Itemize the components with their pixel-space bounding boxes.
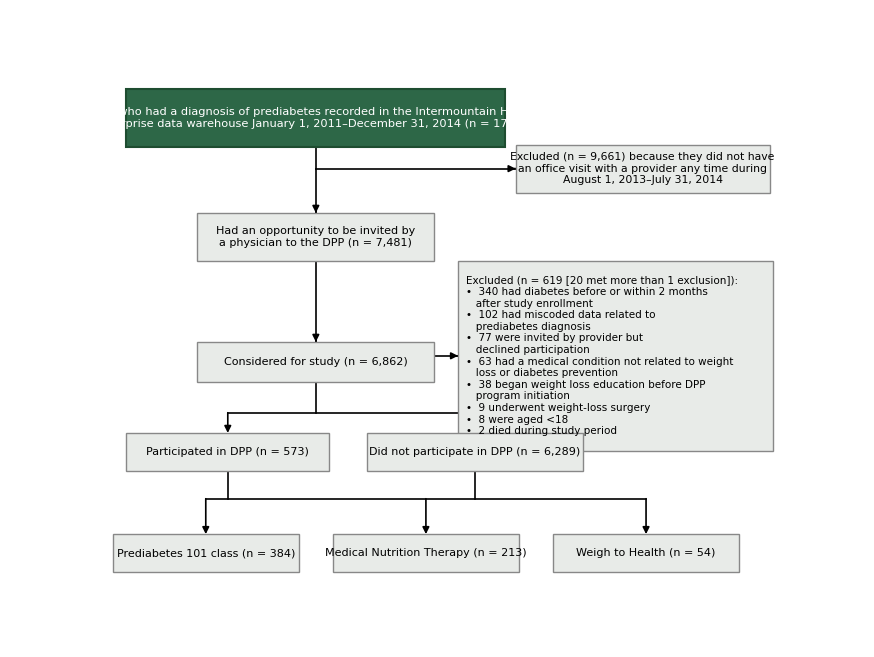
Text: Excluded (n = 9,661) because they did not have
an office visit with a provider a: Excluded (n = 9,661) because they did no… — [510, 152, 775, 185]
Text: Weigh to Health (n = 54): Weigh to Health (n = 54) — [576, 548, 716, 558]
Text: Prediabetes 101 class (n = 384): Prediabetes 101 class (n = 384) — [116, 548, 295, 558]
Text: Participated in DPP (n = 573): Participated in DPP (n = 573) — [146, 447, 309, 457]
FancyBboxPatch shape — [198, 342, 434, 382]
Text: Had an opportunity to be invited by
a physician to the DPP (n = 7,481): Had an opportunity to be invited by a ph… — [216, 226, 415, 248]
Text: Did not participate in DPP (n = 6,289): Did not participate in DPP (n = 6,289) — [370, 447, 580, 457]
FancyBboxPatch shape — [126, 433, 329, 471]
FancyBboxPatch shape — [198, 213, 434, 261]
FancyBboxPatch shape — [126, 89, 505, 147]
Text: Medical Nutrition Therapy (n = 213): Medical Nutrition Therapy (n = 213) — [325, 548, 527, 558]
FancyBboxPatch shape — [113, 534, 299, 572]
FancyBboxPatch shape — [333, 534, 519, 572]
Text: Patients who had a diagnosis of prediabetes recorded in the Intermountain Health: Patients who had a diagnosis of prediabe… — [69, 107, 562, 129]
Text: Excluded (n = 619 [20 met more than 1 exclusion]):
•  340 had diabetes before or: Excluded (n = 619 [20 met more than 1 ex… — [466, 275, 739, 436]
FancyBboxPatch shape — [553, 534, 739, 572]
FancyBboxPatch shape — [367, 433, 584, 471]
Text: Considered for study (n = 6,862): Considered for study (n = 6,862) — [224, 357, 407, 367]
FancyBboxPatch shape — [458, 261, 773, 451]
FancyBboxPatch shape — [516, 145, 770, 193]
